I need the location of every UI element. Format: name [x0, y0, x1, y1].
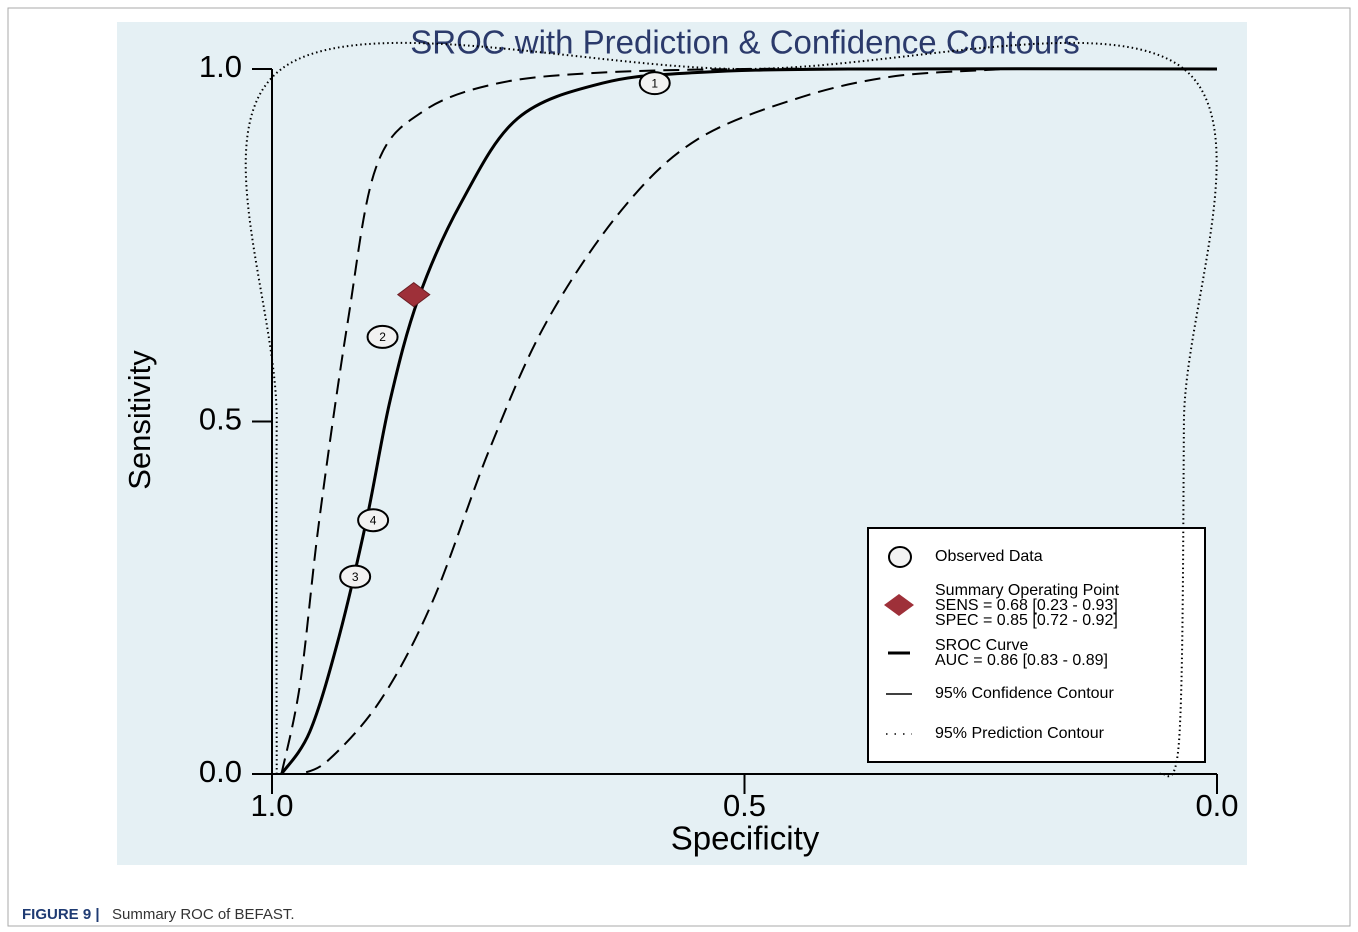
x-tick-label: 1.0: [250, 788, 293, 823]
y-axis-label: Sensitivity: [122, 350, 157, 490]
x-axis-label: Specificity: [671, 820, 820, 857]
observed-label: 4: [370, 513, 377, 527]
x-tick-label: 0.5: [723, 788, 766, 823]
y-tick-label: 0.0: [199, 754, 242, 789]
legend-label: Observed Data: [935, 548, 1043, 565]
legend-summary-symbol: [884, 594, 914, 616]
chart-title: SROC with Prediction & Confidence Contou…: [410, 24, 1079, 61]
sroc-curve: [280, 67, 1218, 775]
legend-label: SROC Curve: [935, 637, 1028, 654]
x-tick-label: 0.0: [1195, 788, 1238, 823]
legend-label: SENS = 0.68 [0.23 - 0.93]: [935, 597, 1118, 614]
figure-border: [7, 7, 1351, 927]
y-tick-label: 1.0: [199, 49, 242, 84]
legend-label: AUC = 0.86 [0.83 - 0.89]: [935, 652, 1108, 669]
observed-point: [366, 324, 399, 349]
y-tick-label: 0.5: [199, 402, 242, 437]
observed-label: 3: [352, 570, 359, 584]
observed-point: [339, 564, 372, 589]
prediction-contour: [244, 41, 1218, 778]
caption-label: FIGURE 9 |: [22, 906, 100, 923]
observed-label: 1: [651, 76, 658, 90]
observed-point: [638, 71, 671, 96]
legend-label: SPEC = 0.85 [0.72 - 0.92]: [935, 612, 1118, 629]
legend-observed-symbol: [888, 546, 912, 568]
summary-point: [396, 281, 431, 308]
observed-point: [357, 508, 390, 533]
legend-label: 95% Prediction Contour: [935, 725, 1105, 742]
legend-label: 95% Confidence Contour: [935, 685, 1114, 702]
observed-label: 2: [379, 330, 386, 344]
caption-text: Summary ROC of BEFAST.: [112, 906, 295, 923]
legend-box: [867, 527, 1206, 763]
legend-label: Summary Operating Point: [935, 582, 1120, 599]
